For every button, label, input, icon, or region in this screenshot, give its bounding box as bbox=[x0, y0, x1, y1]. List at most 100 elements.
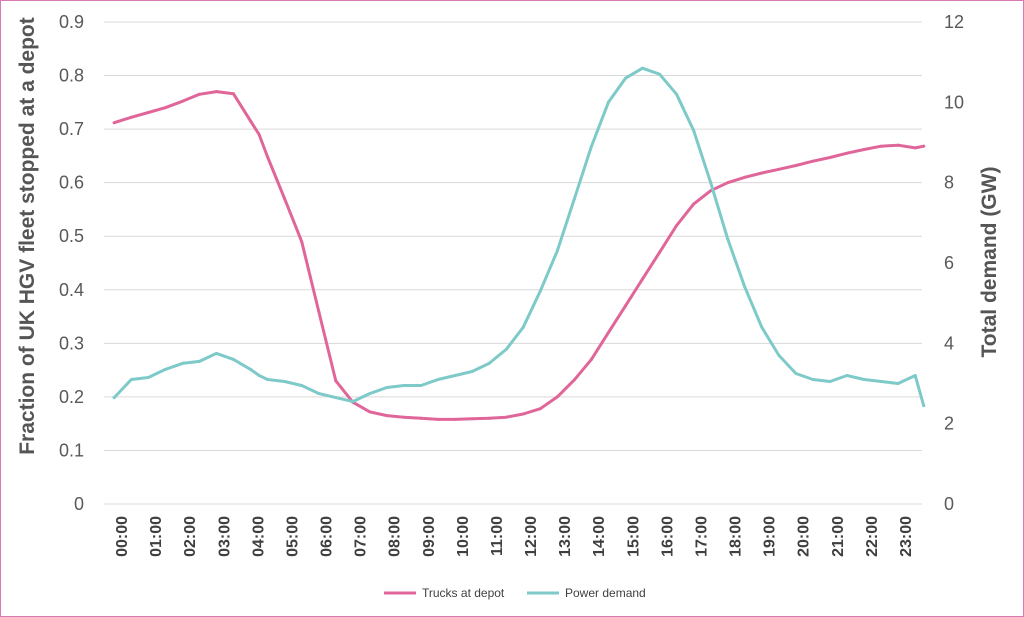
data-point bbox=[538, 407, 542, 411]
data-point bbox=[922, 144, 926, 148]
left-y-tick-label: 0.2 bbox=[59, 387, 84, 407]
data-point bbox=[743, 175, 747, 179]
data-point bbox=[257, 374, 261, 377]
series-power-demand bbox=[112, 66, 926, 408]
data-point bbox=[419, 384, 423, 387]
right-y-tick-label: 2 bbox=[944, 414, 954, 434]
data-point bbox=[777, 353, 781, 357]
data-point bbox=[828, 156, 832, 159]
data-point bbox=[794, 164, 798, 167]
data-point bbox=[232, 357, 235, 361]
data-point bbox=[879, 380, 883, 383]
data-point bbox=[845, 374, 849, 377]
data-point bbox=[709, 181, 713, 185]
data-point bbox=[146, 376, 150, 379]
data-point bbox=[845, 151, 849, 155]
data-point bbox=[624, 76, 627, 80]
x-axis-ticks: 00:00 01:00 02:00 03:00 04:00 05:00 06:00 07:00… bbox=[114, 516, 915, 557]
x-tick-label: 01:00 bbox=[148, 516, 165, 557]
data-point bbox=[368, 410, 372, 414]
left-y-tick-label: 0 bbox=[74, 494, 84, 514]
right-y-tick-label: 6 bbox=[944, 253, 954, 273]
left-y-tick-label: 0.4 bbox=[59, 280, 84, 300]
data-point bbox=[862, 378, 866, 381]
data-point bbox=[385, 414, 389, 418]
x-tick-label: 12:00 bbox=[523, 516, 540, 557]
x-tick-label: 06:00 bbox=[319, 516, 336, 557]
data-point bbox=[606, 100, 610, 104]
data-point bbox=[913, 374, 917, 377]
data-point bbox=[692, 128, 696, 132]
x-tick-label: 17:00 bbox=[693, 516, 710, 557]
data-point bbox=[862, 148, 866, 151]
data-point bbox=[215, 90, 218, 94]
x-tick-label: 03:00 bbox=[216, 516, 233, 557]
legend-label: Power demand bbox=[565, 586, 646, 600]
x-tick-label: 18:00 bbox=[728, 516, 745, 557]
data-point bbox=[453, 374, 457, 377]
data-point bbox=[436, 378, 440, 381]
data-point bbox=[811, 159, 815, 163]
data-point bbox=[283, 380, 287, 383]
data-point bbox=[896, 382, 900, 385]
data-point bbox=[146, 111, 150, 114]
data-point bbox=[470, 370, 474, 373]
data-point bbox=[300, 384, 304, 387]
x-tick-label: 16:00 bbox=[659, 516, 676, 557]
data-point bbox=[112, 396, 116, 400]
data-point bbox=[726, 181, 730, 185]
left-y-tick-label: 0.7 bbox=[59, 119, 84, 139]
data-point bbox=[249, 119, 253, 123]
left-y-tick-label: 0.3 bbox=[59, 333, 84, 353]
left-y-axis-ticks: 0 0.1 0.2 0.3 0.4 0.5 0.6 0.7 0.8 0.9 bbox=[59, 12, 84, 514]
data-point bbox=[453, 417, 457, 421]
left-y-axis-title: Fraction of UK HGV fleet stopped at a de… bbox=[16, 17, 39, 455]
x-tick-label: 13:00 bbox=[557, 516, 574, 557]
series-lines bbox=[112, 66, 926, 421]
x-tick-label: 23:00 bbox=[898, 516, 915, 557]
right-y-axis-ticks: 0 2 4 6 8 10 12 bbox=[944, 12, 964, 514]
data-point bbox=[624, 304, 627, 308]
data-point bbox=[922, 404, 926, 408]
data-point bbox=[896, 143, 900, 147]
x-tick-label: 02:00 bbox=[182, 516, 199, 557]
series-trucks-at-depot bbox=[112, 90, 926, 421]
data-point bbox=[283, 197, 287, 201]
data-point bbox=[163, 106, 167, 110]
data-point bbox=[215, 351, 218, 355]
series-line bbox=[112, 90, 926, 421]
data-point bbox=[334, 379, 338, 383]
data-point bbox=[828, 380, 832, 383]
data-point bbox=[470, 417, 474, 421]
data-point bbox=[317, 392, 321, 395]
series-line bbox=[112, 66, 926, 408]
data-point bbox=[300, 240, 304, 244]
legend: Trucks at depot Power demand bbox=[384, 586, 646, 600]
data-point bbox=[692, 202, 696, 206]
legend-item: Trucks at depot bbox=[384, 586, 505, 600]
data-point bbox=[794, 372, 798, 375]
right-y-tick-label: 4 bbox=[944, 333, 954, 353]
data-point bbox=[163, 367, 167, 371]
x-tick-label: 14:00 bbox=[591, 516, 608, 557]
data-point bbox=[487, 416, 491, 420]
data-point bbox=[521, 325, 525, 329]
data-point bbox=[419, 416, 423, 420]
data-point bbox=[572, 197, 576, 201]
data-point bbox=[913, 146, 917, 150]
x-tick-label: 07:00 bbox=[353, 516, 370, 557]
data-point bbox=[538, 289, 542, 293]
x-tick-label: 11:00 bbox=[489, 516, 506, 556]
data-point bbox=[129, 115, 133, 119]
data-point bbox=[504, 347, 508, 351]
data-point bbox=[249, 367, 253, 371]
data-point bbox=[317, 309, 321, 313]
data-point bbox=[606, 331, 610, 335]
data-point bbox=[777, 167, 781, 171]
x-tick-label: 10:00 bbox=[455, 516, 472, 557]
data-point bbox=[402, 415, 406, 419]
legend-item: Power demand bbox=[527, 586, 646, 600]
right-y-tick-label: 12 bbox=[944, 12, 964, 32]
x-tick-label: 15:00 bbox=[625, 516, 642, 557]
